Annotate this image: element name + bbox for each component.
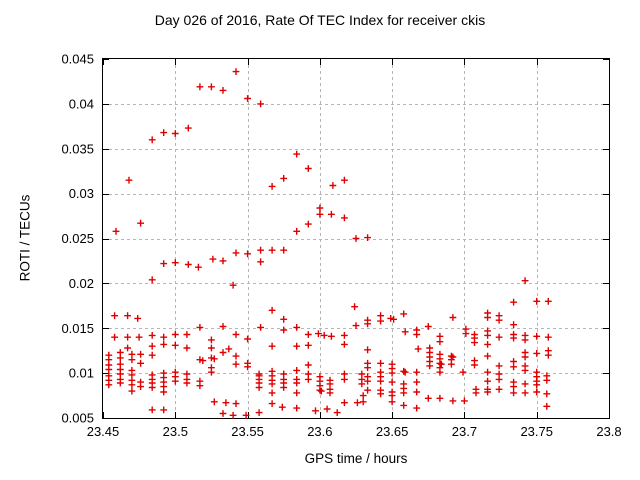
y-tick-label: 0.015 bbox=[61, 321, 94, 336]
x-tick-label: 23.75 bbox=[520, 424, 553, 439]
plot-border bbox=[102, 58, 610, 419]
y-tick-label: 0.03 bbox=[69, 186, 94, 201]
x-tick-label: 23.8 bbox=[596, 424, 621, 439]
x-tick-label: 23.6 bbox=[307, 424, 332, 439]
y-tick-label: 0.01 bbox=[69, 366, 94, 381]
x-tick-label: 23.7 bbox=[452, 424, 477, 439]
x-axis-label: GPS time / hours bbox=[304, 451, 408, 466]
y-tick-label: 0.02 bbox=[69, 276, 94, 291]
x-tick-label: 23.45 bbox=[87, 424, 120, 439]
y-tick-label: 0.005 bbox=[61, 411, 94, 426]
data-points bbox=[105, 68, 552, 419]
y-tick-label: 0.035 bbox=[61, 141, 94, 156]
y-tick-label: 0.025 bbox=[61, 231, 94, 246]
y-tick-label: 0.04 bbox=[69, 96, 94, 111]
chart-title: Day 026 of 2016, Rate Of TEC Index for r… bbox=[154, 12, 486, 28]
x-tick-label: 23.65 bbox=[376, 424, 409, 439]
x-tick-label: 23.55 bbox=[231, 424, 264, 439]
x-tick-label: 23.5 bbox=[163, 424, 188, 439]
y-tick-label: 0.045 bbox=[61, 52, 94, 67]
